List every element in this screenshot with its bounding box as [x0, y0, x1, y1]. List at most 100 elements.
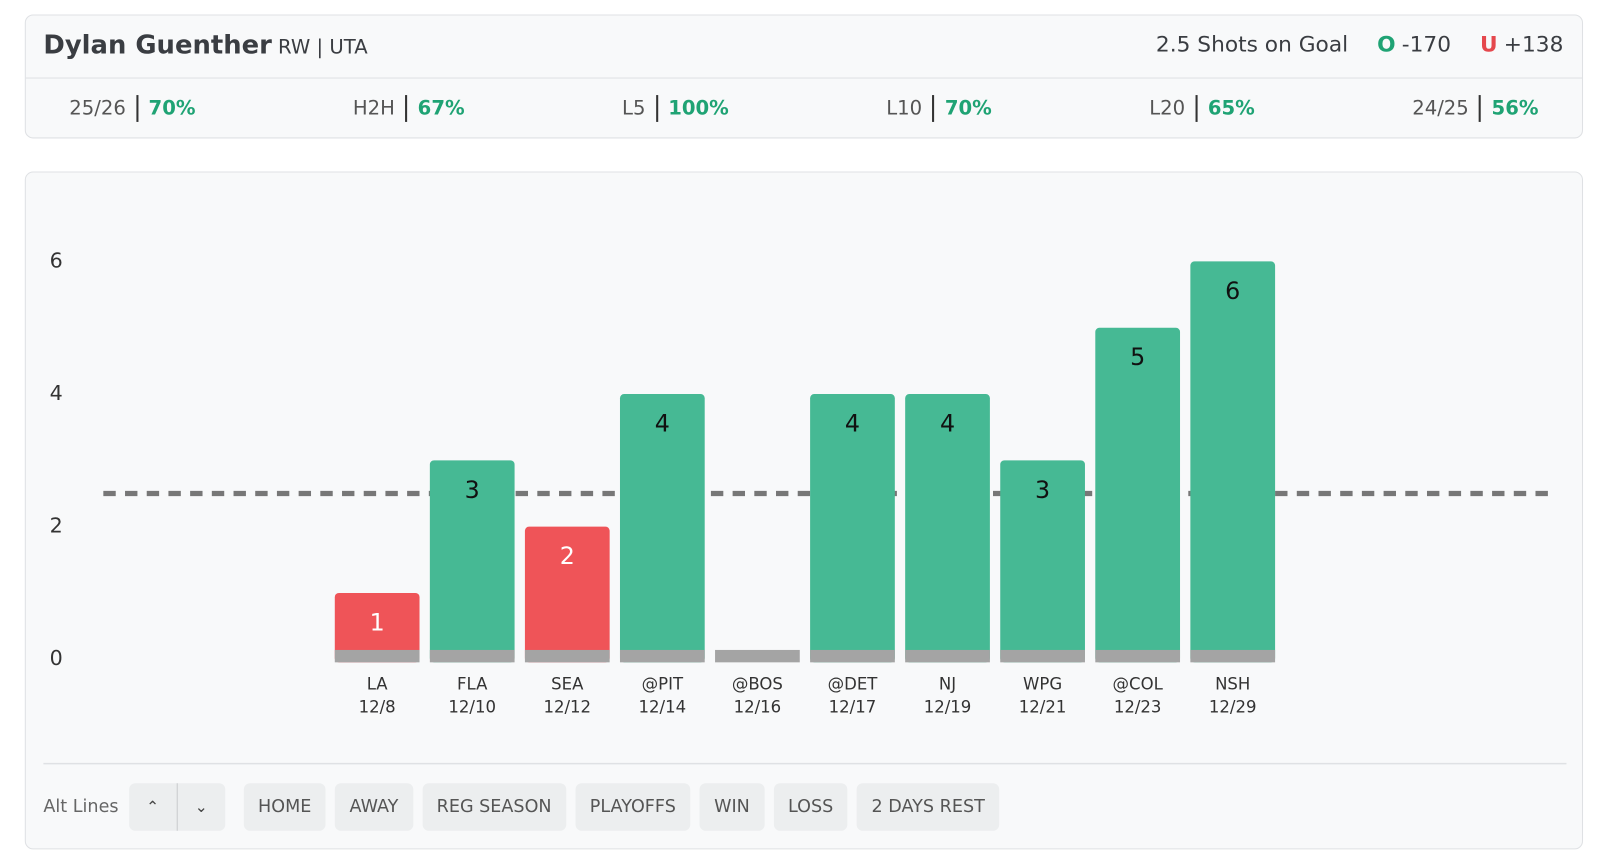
bar — [1190, 261, 1276, 663]
split-value: 65% — [1207, 97, 1255, 120]
x-tick-date: 12/12 — [543, 697, 591, 716]
player-name: Dylan Guenther RW | UTA — [43, 30, 367, 60]
y-tick-label: 6 — [50, 248, 63, 272]
line-up[interactable]: ⌃ — [146, 797, 160, 817]
split[interactable]: L10 70% — [886, 95, 992, 122]
bar — [334, 592, 420, 663]
filter-button[interactable]: 2 DAYS REST — [857, 783, 1000, 831]
x-tick-label: @PIT — [642, 675, 684, 694]
split[interactable]: L5 100% — [622, 95, 729, 122]
split-label: H2H — [353, 95, 408, 122]
split[interactable]: L20 65% — [1149, 95, 1255, 122]
x-tick-label: LA — [367, 675, 389, 694]
x-tick-date: 12/23 — [1114, 697, 1162, 716]
x-tick-label: NSH — [1215, 675, 1250, 694]
bar-base — [1000, 649, 1085, 663]
value-label: 4 — [940, 410, 955, 438]
filter-button[interactable]: AWAY — [335, 783, 413, 831]
filter-button[interactable]: REG SEASON — [422, 783, 567, 831]
bar-base — [1095, 649, 1181, 663]
bar-base — [524, 649, 610, 663]
x-tick-date: 12/14 — [639, 697, 687, 716]
bar-base — [429, 649, 515, 663]
bar — [524, 526, 610, 663]
header-card: Dylan Guenther RW | UTA 2.5 Shots on Goal… — [24, 14, 1584, 139]
chart-card: 0 2 4 6 1 LA 12/8 3 FLA 12/10 2 SEA 12/12 4 @PIT 12/14 @… — [24, 171, 1584, 850]
split-label: L5 — [622, 95, 658, 122]
y-tick-label: 4 — [50, 381, 63, 405]
filter-button[interactable]: WIN — [699, 783, 765, 831]
header-row: Dylan Guenther RW | UTA 2.5 Shots on Goal… — [25, 15, 1582, 79]
under-odds: +138 — [1503, 32, 1564, 57]
split-label: 25/26 — [69, 95, 139, 122]
filter-button[interactable]: HOME — [243, 783, 326, 831]
prop-info: 2.5 Shots on Goal O -170 U +138 — [1156, 32, 1563, 57]
prop: 2.5 Shots on Goal — [1155, 32, 1349, 57]
value-label: 2 — [560, 542, 575, 570]
value-label: 3 — [1035, 476, 1050, 504]
bar-base — [715, 649, 800, 663]
y-tick-label: 0 — [50, 646, 63, 670]
bar-base — [1190, 649, 1276, 663]
value-label: 5 — [1130, 343, 1145, 371]
split-label: 24/25 — [1412, 95, 1482, 122]
bar-base — [905, 649, 990, 663]
x-tick-date: 12/10 — [448, 697, 496, 716]
over-label: O — [1377, 32, 1396, 57]
split-value: 56% — [1491, 97, 1539, 120]
x-tick-date: 12/21 — [1019, 697, 1067, 716]
bar — [619, 394, 705, 663]
split-label: L20 — [1149, 95, 1198, 122]
bar-base — [619, 649, 705, 663]
x-tick-label: SEA — [551, 675, 584, 694]
bar — [1000, 460, 1085, 663]
under-label: U — [1479, 32, 1498, 57]
value-label: 4 — [845, 410, 860, 438]
alt-lines-label: Alt Lines — [43, 796, 119, 818]
y-tick-label: 2 — [50, 514, 63, 538]
x-tick-label: @COL — [1113, 675, 1164, 694]
split[interactable]: H2H 67% — [353, 95, 465, 122]
line-down[interactable]: ⌄ — [176, 783, 225, 831]
chart: 0 2 4 6 1 LA 12/8 3 FLA 12/10 2 SEA 12/12 4 @PIT 12/14 @… — [43, 248, 1567, 765]
x-tick-date: 12/19 — [924, 697, 972, 716]
split-label: L10 — [886, 95, 935, 122]
bar — [905, 394, 990, 663]
x-tick-label: FLA — [457, 675, 488, 694]
bar-base — [334, 649, 420, 663]
alt-line-buttons: ⌃ ⌄ — [128, 783, 225, 831]
position: RW | UTA — [278, 36, 368, 59]
split[interactable]: 25/26 70% — [69, 95, 196, 122]
x-tick-date: 12/29 — [1209, 697, 1257, 716]
x-tick-label: NJ — [939, 675, 956, 694]
value-label: 3 — [465, 476, 480, 504]
splits: 25/26 70% H2H 67% L5 100% L10 70% L20 65% 24/25 56% — [69, 77, 1539, 139]
filter-button[interactable]: LOSS — [773, 783, 848, 831]
split-value: 70% — [148, 97, 196, 120]
split-value: 67% — [417, 97, 465, 120]
value-label: 6 — [1225, 277, 1240, 305]
player: Dylan Guenther — [43, 29, 272, 60]
x-tick-label: @DET — [828, 675, 879, 694]
filters: HOME AWAY REG SEASON PLAYOFFS WIN LOSS 2 DAYS … — [243, 783, 1009, 831]
split[interactable]: 24/25 56% — [1412, 95, 1539, 122]
controls: Alt Lines ⌃ ⌄ HOME AWAY REG SEASON PLAYOFFS… — [43, 782, 1008, 832]
x-tick-label: @BOS — [732, 675, 783, 694]
split-value: 70% — [944, 97, 992, 120]
bar-base — [810, 649, 895, 663]
split-value: 100% — [668, 97, 729, 120]
x-tick-date: 12/16 — [734, 697, 782, 716]
bar — [810, 394, 895, 663]
filter-button[interactable]: PLAYOFFS — [575, 783, 691, 831]
over[interactable]: O -170 — [1377, 32, 1451, 57]
x-tick-date: 12/17 — [829, 697, 877, 716]
value-label: 1 — [370, 608, 385, 636]
under[interactable]: U +138 — [1480, 32, 1563, 57]
x-tick-date: 12/8 — [359, 697, 396, 716]
x-tick-label: WPG — [1023, 675, 1062, 694]
bar — [1095, 327, 1181, 663]
bar — [429, 460, 515, 663]
value-label: 4 — [655, 410, 670, 438]
